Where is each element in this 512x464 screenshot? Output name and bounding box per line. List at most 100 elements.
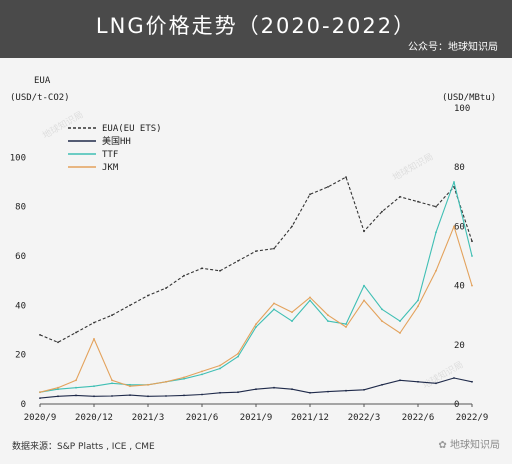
series-2-point-24 <box>471 255 473 257</box>
y-left-tick-label-0: 0 <box>21 400 26 410</box>
chart-title: LNG价格走势（2020-2022） <box>95 14 417 38</box>
series-3-point-21 <box>417 305 419 308</box>
series-1-point-17 <box>345 389 347 392</box>
y-left-tick-label-2: 40 <box>15 301 26 311</box>
series-3-point-9 <box>201 370 203 373</box>
y-left-tick-label-4: 80 <box>15 203 26 213</box>
series-3-point-1 <box>57 386 59 389</box>
series-3-point-7 <box>165 380 167 383</box>
series-line-1 <box>39 377 473 399</box>
series-2-point-13 <box>273 308 275 311</box>
y-left-tick-label-3: 60 <box>15 252 26 262</box>
series-3-point-12 <box>255 323 257 325</box>
series-2-point-17 <box>345 323 347 325</box>
series-0-point-15 <box>309 193 311 196</box>
series-0-point-17 <box>345 176 347 179</box>
series-0-point-20 <box>399 195 401 198</box>
wechat-mark: ✿ 地球知识局 <box>438 436 500 451</box>
series-2-point-18 <box>363 284 365 287</box>
series-1-point-10 <box>219 391 221 394</box>
series-line-2 <box>39 181 473 393</box>
y-right-tick-label-1: 20 <box>454 341 465 351</box>
y-right-tick-label-5: 100 <box>454 104 470 114</box>
series-2-point-14 <box>291 320 293 322</box>
series-0-point-3 <box>93 321 95 324</box>
series-3-point-19 <box>381 320 383 322</box>
x-tick-label-6: 2022/3 <box>348 413 381 423</box>
series-3-point-14 <box>291 311 293 314</box>
y-right-tick-label-0: 0 <box>454 400 459 410</box>
y-right-tick-label-4: 80 <box>454 163 465 173</box>
series-0-point-23 <box>453 186 455 188</box>
series-1-point-16 <box>327 390 329 393</box>
series-1-point-11 <box>237 391 239 394</box>
series-0-point-10 <box>219 269 221 272</box>
right-axis-unit: (USD/MBtu) <box>442 93 497 103</box>
series-0-point-2 <box>75 331 77 334</box>
series-0-point-18 <box>363 230 365 233</box>
series-2-point-5 <box>129 383 131 386</box>
series-3-point-16 <box>327 314 329 317</box>
series-3-point-20 <box>399 332 401 334</box>
x-tick-label-2: 2021/3 <box>132 413 165 423</box>
series-3-point-5 <box>129 385 131 388</box>
data-source-note: 数据来源：S&P Platts , ICE , CME <box>12 442 155 452</box>
y-left-tick-label-1: 20 <box>15 351 26 361</box>
series-0-point-9 <box>201 267 203 270</box>
series-1-point-0 <box>39 397 41 399</box>
series-0-point-19 <box>381 210 383 213</box>
series-1-point-21 <box>417 380 419 383</box>
legend-label-2: TTF <box>102 150 118 160</box>
series-3-point-18 <box>363 299 365 302</box>
series-1-point-3 <box>93 395 95 398</box>
series-0-point-1 <box>57 341 59 344</box>
series-1-point-24 <box>471 380 473 383</box>
series-1-point-22 <box>435 382 437 385</box>
series-2-point-1 <box>57 388 59 391</box>
x-tick-label-1: 2020/12 <box>75 413 113 423</box>
series-1-point-23 <box>453 377 455 379</box>
series-2-point-11 <box>237 355 239 358</box>
series-2-point-16 <box>327 320 329 322</box>
series-2-point-19 <box>381 308 383 311</box>
left-axis-title: EUA <box>34 76 51 86</box>
series-3-point-15 <box>309 296 311 299</box>
series-1-point-20 <box>399 379 401 382</box>
series-2-point-20 <box>399 320 401 322</box>
series-2-point-12 <box>255 326 257 328</box>
series-2-point-3 <box>93 385 95 388</box>
series-3-point-4 <box>111 379 113 382</box>
series-1-point-14 <box>291 388 293 391</box>
series-0-point-7 <box>165 287 167 289</box>
wechat-icon: ✿ <box>438 440 447 451</box>
series-3-point-11 <box>237 352 239 355</box>
series-1-point-1 <box>57 395 59 398</box>
y-right-tick-label-2: 40 <box>454 282 465 292</box>
legend-label-3: JKM <box>102 163 119 173</box>
series-1-point-6 <box>147 395 149 398</box>
legend-label-0: EUA(EU ETS) <box>102 124 162 134</box>
series-1-point-18 <box>363 388 365 391</box>
series-0-point-22 <box>435 205 437 208</box>
series-2-point-15 <box>309 299 311 302</box>
series-1-point-13 <box>273 386 275 389</box>
series-3-point-17 <box>345 326 347 328</box>
series-3-point-6 <box>147 383 149 386</box>
series-1-point-19 <box>381 383 383 386</box>
x-tick-label-5: 2021/12 <box>291 413 329 423</box>
series-0-point-13 <box>273 247 275 250</box>
series-3-point-0 <box>39 391 41 394</box>
series-2-point-10 <box>219 367 221 370</box>
series-1-point-8 <box>183 394 185 397</box>
series-2-point-23 <box>453 181 455 183</box>
series-0-point-12 <box>255 250 257 253</box>
series-2-point-21 <box>417 299 419 302</box>
series-1-point-15 <box>309 391 311 394</box>
series-0-point-24 <box>471 240 473 243</box>
wechat-mark-label: 地球知识局 <box>450 440 500 451</box>
x-tick-label-7: 2022/6 <box>402 413 435 423</box>
series-2-point-9 <box>201 373 203 376</box>
series-0-point-21 <box>417 200 419 203</box>
series-2-point-22 <box>435 231 437 234</box>
